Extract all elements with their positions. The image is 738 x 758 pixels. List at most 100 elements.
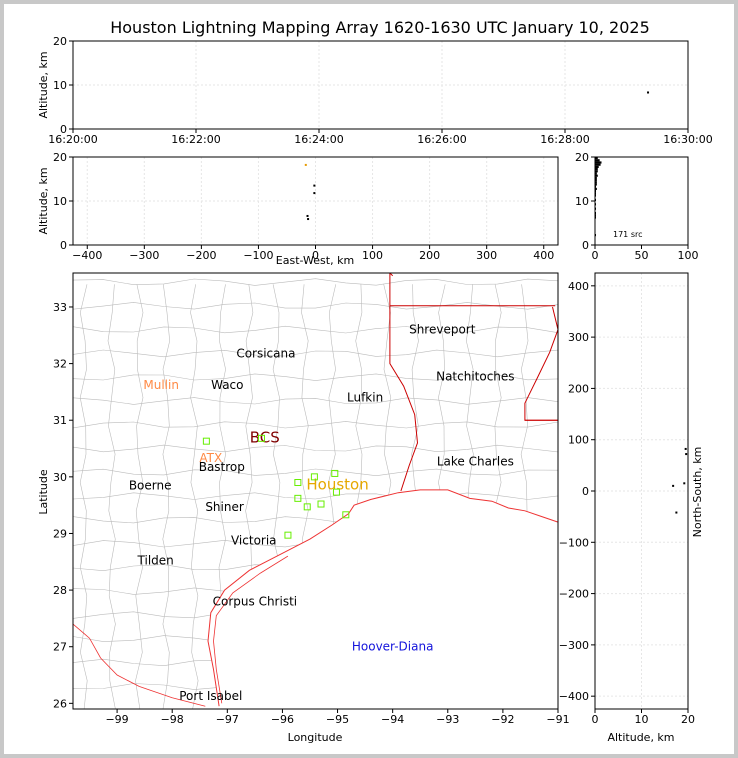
mississippi-border [524, 306, 559, 421]
east-west-x-tick-label: 400 [533, 249, 554, 262]
east-west-x-tick-label: 100 [362, 249, 383, 262]
city-label: Shiner [205, 500, 244, 514]
north-south-x-ticks: 0 10 20 [592, 709, 695, 726]
lma-station-marker [257, 434, 265, 442]
map-x-label: Longitude [288, 731, 343, 744]
altitude-histogram-bar [595, 174, 598, 177]
county-line [72, 325, 559, 334]
north-south-y-tick-label: −200 [559, 588, 589, 601]
county-line [72, 492, 559, 500]
gulf-of-mexico [208, 489, 558, 709]
figure-frame: Houston Lightning Mapping Array 1620-163… [4, 4, 734, 754]
lma-station-marker [202, 437, 210, 445]
north-south-altitude-panel: 0 10 20 −400 −300 −200 −100 0 100 200 300 400 Alti… [559, 272, 704, 744]
map-longitude-tick-label: −93 [436, 713, 459, 726]
altitude-histogram-bar [595, 179, 597, 182]
time-altitude-x-tick-label: 16:24:00 [294, 133, 343, 146]
city-label: Lufkin [347, 391, 383, 405]
altitude-histogram-bar [595, 168, 598, 171]
altitude-histogram-panel: 0 50 100 0 10 20 171 src [575, 151, 699, 262]
time-altitude-y-tick-label: 0 [60, 123, 67, 136]
north-south-x-tick-label: 10 [635, 713, 649, 726]
map-latitude-tick-label: 33 [53, 301, 67, 314]
map-longitude-ticks: −99 −98 −97 −96 −95 −94 −93 −92 −91 [105, 709, 570, 726]
east-west-point [306, 214, 309, 217]
time-altitude-x-tick-label: 16:20:00 [48, 133, 97, 146]
north-south-y-tick-label: 0 [582, 485, 589, 498]
time-altitude-x-tick-label: 16:30:00 [663, 133, 712, 146]
altitude-histogram-bar [595, 161, 602, 164]
city-label: Waco [211, 378, 243, 392]
time-altitude-panel: 16:20:00 16:22:00 16:24:00 16:26:00 16:28:00… [37, 35, 713, 146]
time-altitude-y-ticks: 0 10 20 [53, 35, 73, 136]
north-south-points [672, 447, 688, 514]
city-label: Houston [306, 475, 368, 493]
east-west-point [313, 184, 316, 187]
altitude-histogram-y-tick-label: 0 [582, 239, 589, 252]
city-label: Victoria [231, 533, 277, 547]
city-labels: Shreveport Corsicana Natchitoches Mullin Wac… [129, 323, 515, 703]
map-longitude-tick-label: −97 [216, 713, 239, 726]
east-west-x-ticks: −400 −300 −200 −100 0 100 200 300 400 [72, 245, 554, 262]
county-line [79, 284, 88, 710]
county-lines [72, 278, 559, 710]
altitude-histogram-bar [595, 187, 597, 190]
city-label: Port Isabel [179, 689, 242, 703]
east-west-point [304, 163, 307, 166]
altitude-histogram-x-ticks: 0 50 100 [592, 245, 699, 262]
lma-figure: Houston Lightning Mapping Array 1620-163… [37, 18, 713, 744]
city-label: ATX [199, 451, 222, 465]
rio-grande-border [72, 623, 206, 707]
north-south-y-ticks: −400 −300 −200 −100 0 100 200 300 400 [559, 280, 595, 703]
city-label: Hoover-Diana [352, 640, 434, 654]
coastline [72, 489, 559, 707]
east-west-x-tick-label: −100 [243, 249, 273, 262]
east-west-x-tick-label: 0 [312, 249, 319, 262]
east-west-grid [73, 156, 558, 246]
east-west-x-label: East-West, km [276, 254, 354, 267]
north-south-y-tick-label: 300 [568, 331, 589, 344]
north-south-point [675, 511, 678, 514]
altitude-histogram-bars [595, 157, 602, 237]
lma-station-marker [294, 479, 302, 487]
east-west-x-tick-label: 300 [476, 249, 497, 262]
city-label: Lake Charles [437, 455, 514, 469]
city-label: Natchitoches [436, 370, 514, 384]
east-west-point [313, 192, 316, 195]
north-south-point [685, 453, 688, 456]
east-west-y-tick-label: 10 [53, 195, 67, 208]
source-count-label: 171 src [613, 230, 643, 239]
north-south-y-tick-label: 400 [568, 280, 589, 293]
north-south-y-tick-label: −100 [559, 536, 589, 549]
tx-la-border [389, 273, 419, 492]
time-altitude-grid [72, 40, 689, 130]
altitude-histogram-y-tick-label: 20 [575, 151, 589, 164]
time-altitude-point [647, 91, 650, 94]
altitude-histogram-bar [595, 163, 601, 166]
county-line [72, 468, 559, 477]
altitude-histogram-bar [595, 172, 597, 175]
altitude-histogram-bar [595, 157, 598, 160]
county-line [72, 373, 559, 381]
east-west-y-ticks: 0 10 20 [53, 151, 73, 252]
city-label: Corsicana [236, 346, 295, 360]
county-line [72, 349, 559, 358]
lma-station-marker [284, 531, 292, 539]
altitude-histogram-bar [595, 181, 597, 184]
map-longitude-tick-label: −99 [105, 713, 128, 726]
city-label: Corpus Christi [213, 594, 298, 608]
lma-station-marker [332, 488, 340, 496]
plan-view-map-panel: Shreveport Corsicana Natchitoches Mullin Wac… [37, 272, 570, 744]
map-longitude-tick-label: −98 [161, 713, 184, 726]
east-west-y-tick-label: 0 [60, 239, 67, 252]
lma-station-marker [342, 511, 350, 519]
north-south-y-tick-label: 100 [568, 434, 589, 447]
lma-station-marker [310, 473, 318, 481]
map-latitude-tick-label: 32 [53, 358, 67, 371]
east-west-x-tick-label: −200 [186, 249, 216, 262]
time-altitude-y-tick-label: 10 [53, 79, 67, 92]
altitude-histogram-bar [595, 159, 600, 162]
lma-station-marker [303, 503, 311, 511]
altitude-histogram-x-tick-label: 100 [678, 249, 699, 262]
altitude-histogram-bar [595, 176, 597, 179]
